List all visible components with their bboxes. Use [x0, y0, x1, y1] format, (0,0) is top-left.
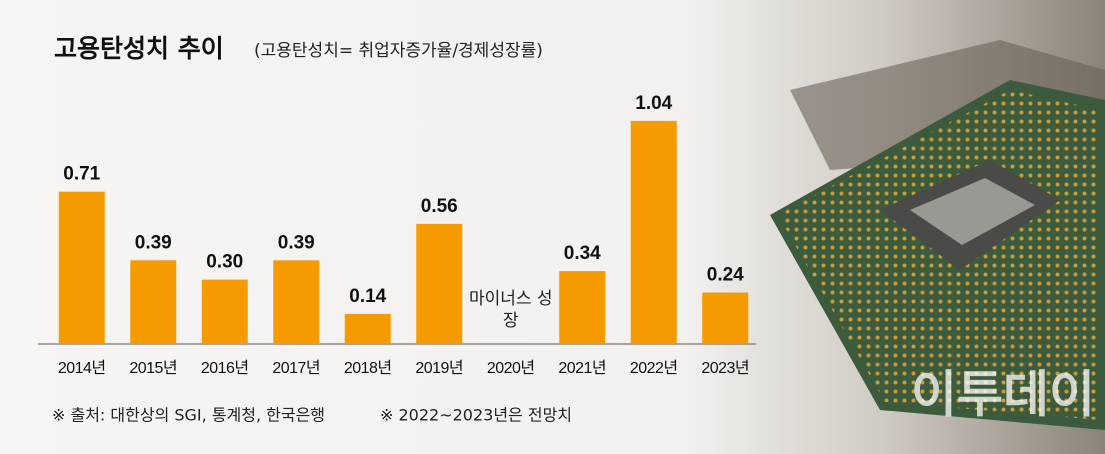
chart-subtitle: (고용탄성치= 취업자증가율/경제성장률) [254, 41, 543, 61]
x-tick-label: 2019년 [415, 359, 463, 377]
bar [630, 120, 677, 344]
bar [130, 260, 177, 344]
cpu-photo [770, 40, 1105, 430]
x-tick-label: 2021년 [558, 359, 606, 377]
value-label: 0.56 [421, 196, 458, 217]
bar [344, 313, 391, 344]
watermark: 이투데이 [911, 366, 1095, 424]
value-label: 1.04 [635, 93, 672, 114]
value-label: 0.39 [135, 232, 172, 253]
bar [273, 260, 320, 344]
x-tick-label: 2014년 [58, 359, 106, 377]
value-label: 0.30 [206, 252, 243, 273]
value-label: 0.14 [349, 286, 386, 307]
x-tick-label: 2022년 [630, 359, 678, 377]
x-tick-label: 2015년 [129, 359, 177, 377]
value-label: 0.39 [278, 232, 315, 253]
x-tick-label: 2018년 [344, 359, 392, 377]
source-note: ※ 출처: 대한상의 SGI, 통계청, 한국은행 [52, 406, 325, 425]
bar [702, 292, 749, 344]
value-label: 0.34 [564, 243, 601, 264]
chart-title: 고용탄성치 추이 [54, 34, 224, 63]
value-label: 0.71 [63, 164, 100, 185]
forecast-note: ※ 2022~2023년은 전망치 [380, 406, 572, 425]
bar [416, 223, 463, 344]
bar [201, 279, 248, 344]
x-tick-label: 2023년 [701, 359, 749, 377]
x-tick-label: 2020년 [487, 359, 535, 377]
annotation: 마이너스 성장 [468, 289, 553, 331]
x-tick-label: 2016년 [201, 359, 249, 377]
x-tick-label: 2017년 [272, 359, 320, 377]
bar [58, 191, 105, 344]
value-label: 0.24 [707, 265, 744, 286]
bar [559, 271, 606, 344]
